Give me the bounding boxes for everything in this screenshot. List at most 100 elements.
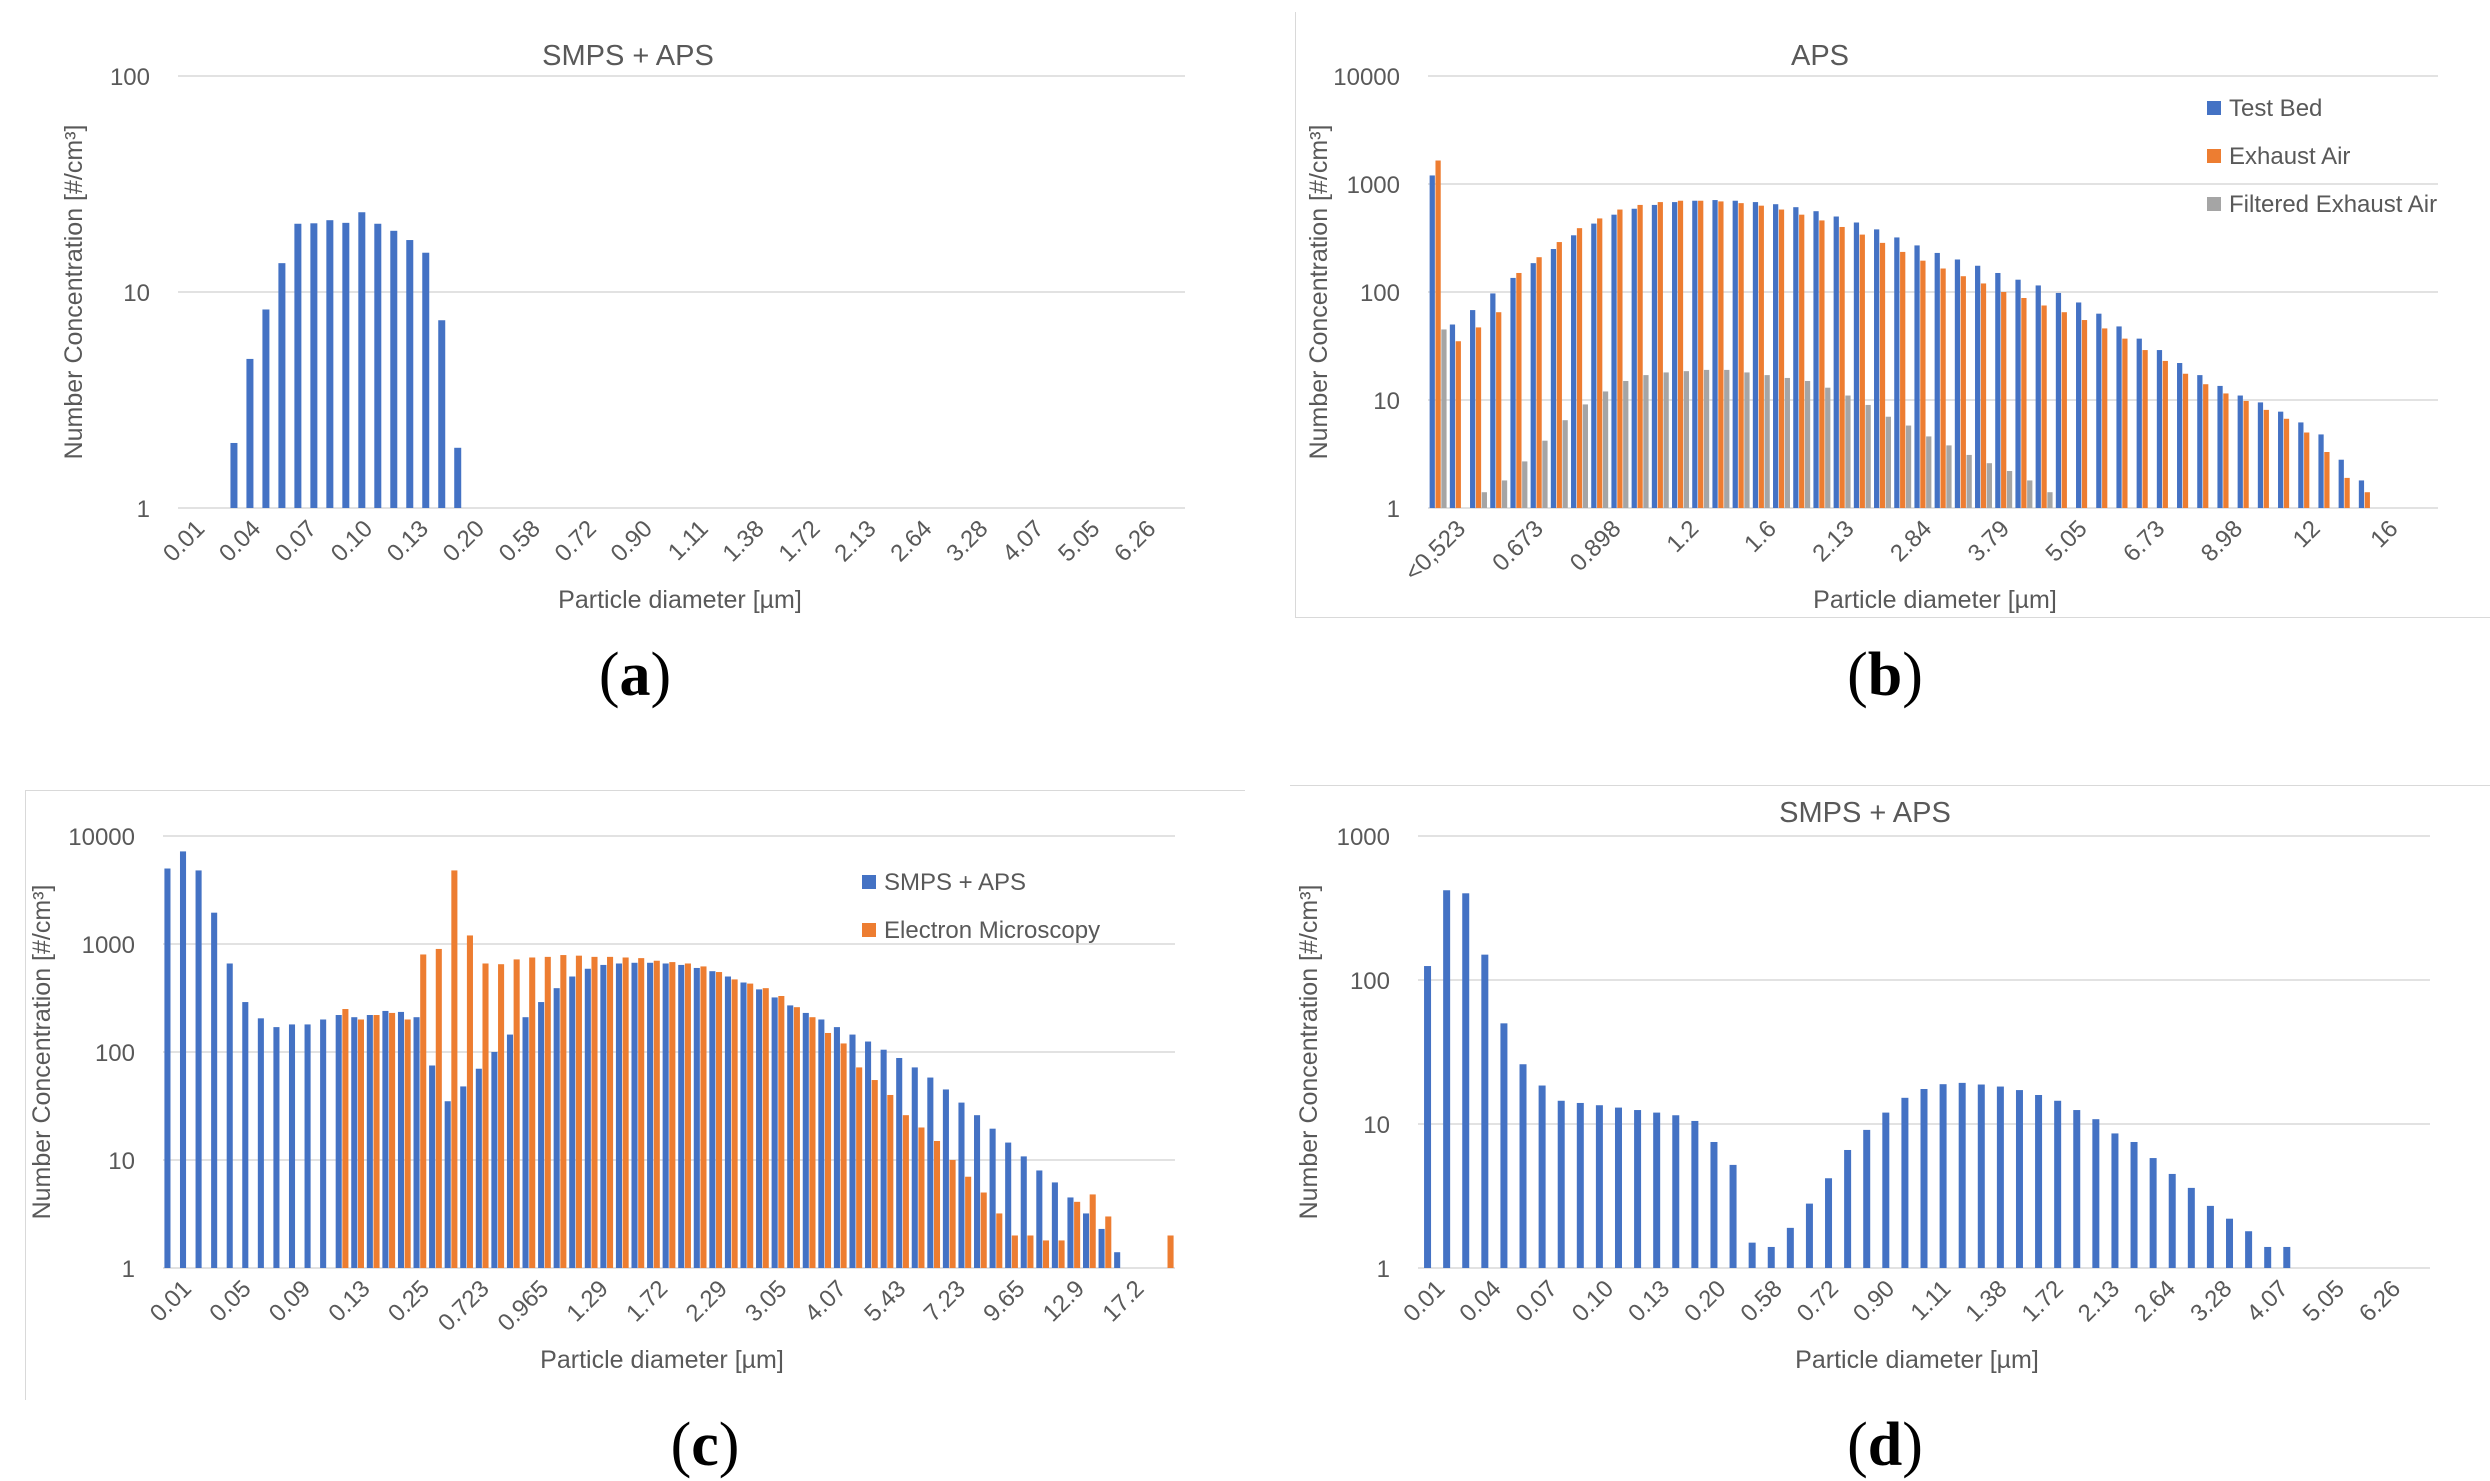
bar bbox=[513, 959, 520, 1268]
bar bbox=[856, 1067, 863, 1268]
bar bbox=[1542, 440, 1548, 508]
y-axis-label: Number Concentration [#/cm³] bbox=[60, 125, 88, 460]
x-tick-label: 2.29 bbox=[681, 1275, 733, 1327]
x-tick-label: 0.07 bbox=[270, 515, 322, 567]
bar bbox=[2237, 395, 2243, 508]
bar bbox=[1894, 237, 1900, 509]
chart-b-svg: 1 10 100 1000 10000 <0,523 0.673 0.898 1.2 1.6 2.1… bbox=[1305, 40, 2438, 614]
bar bbox=[747, 983, 754, 1268]
bar bbox=[2168, 1173, 2176, 1268]
bar bbox=[631, 962, 638, 1268]
x-tick-label: 3.79 bbox=[1963, 515, 2015, 567]
x-tick-label: 0.965 bbox=[493, 1275, 555, 1337]
bar bbox=[2298, 422, 2304, 508]
bar bbox=[2076, 302, 2082, 508]
bar bbox=[2197, 375, 2203, 508]
x-tick-label: 1.38 bbox=[1960, 1275, 2012, 1327]
bar bbox=[1036, 1170, 1043, 1268]
bar bbox=[2015, 279, 2021, 508]
bar bbox=[2344, 477, 2350, 508]
bar bbox=[802, 1012, 809, 1268]
bar bbox=[1732, 200, 1738, 508]
bar bbox=[1920, 1089, 1928, 1268]
bar bbox=[684, 963, 691, 1268]
bar bbox=[1879, 242, 1886, 508]
x-tick-label: 3.28 bbox=[941, 515, 993, 567]
bar bbox=[351, 1017, 358, 1268]
chart-frame-d bbox=[1290, 785, 2490, 1425]
bar bbox=[2162, 360, 2168, 508]
bar bbox=[1653, 1112, 1661, 1268]
bar bbox=[422, 252, 430, 508]
bar bbox=[1591, 223, 1597, 509]
bar bbox=[2364, 492, 2370, 508]
bar bbox=[569, 976, 576, 1268]
bar bbox=[1631, 208, 1637, 508]
bar bbox=[669, 962, 676, 1268]
bar bbox=[1089, 1194, 1096, 1268]
bar bbox=[1863, 1129, 1871, 1268]
bar bbox=[544, 956, 551, 1268]
bar bbox=[2092, 1119, 2100, 1268]
x-tick-label: 7.23 bbox=[919, 1275, 971, 1327]
bar bbox=[1764, 375, 1770, 508]
x-tick-label: 2.64 bbox=[885, 515, 937, 567]
y-tick-label: 1 bbox=[1377, 1256, 1390, 1283]
bar bbox=[1712, 200, 1718, 509]
bar bbox=[2203, 384, 2209, 508]
y-tick-label: 10 bbox=[1363, 1112, 1390, 1139]
bar bbox=[230, 442, 238, 508]
bar bbox=[2047, 492, 2053, 508]
bar bbox=[1729, 1164, 1737, 1268]
bar bbox=[1954, 259, 1961, 508]
x-tick-label: 2.13 bbox=[2073, 1275, 2125, 1327]
bar bbox=[406, 240, 414, 508]
bar bbox=[1882, 1112, 1890, 1268]
x-tick-label: 12 bbox=[2288, 515, 2326, 553]
bar bbox=[1692, 200, 1698, 508]
bar bbox=[1500, 1023, 1508, 1268]
bar bbox=[1865, 404, 1871, 508]
bar bbox=[1623, 380, 1629, 508]
x-tick-label: 2.13 bbox=[829, 515, 881, 567]
bar bbox=[1914, 245, 1920, 508]
chart-panel-a: 1 10 100 0.01 0.04 0.07 0.10 0.13 0.20 0.58 0.72 0.… bbox=[0, 0, 1245, 740]
bar bbox=[1663, 372, 1669, 508]
x-tick-label: 0.01 bbox=[145, 1275, 197, 1327]
bar bbox=[522, 1017, 529, 1268]
bar bbox=[1536, 257, 1542, 508]
bar bbox=[2035, 285, 2041, 508]
x-tick-label: 4.07 bbox=[2242, 1275, 2294, 1327]
x-tick-label: 1.72 bbox=[773, 515, 825, 567]
chart-title: SMPS + APS bbox=[1779, 797, 1951, 829]
bar bbox=[1691, 1120, 1699, 1268]
bar bbox=[1793, 207, 1799, 508]
bar bbox=[357, 1019, 364, 1268]
bar bbox=[246, 358, 254, 508]
bar bbox=[506, 1034, 514, 1268]
bar bbox=[2338, 459, 2344, 508]
bar bbox=[1611, 214, 1617, 509]
bar bbox=[413, 1017, 420, 1268]
bar bbox=[1724, 369, 1730, 508]
x-tick-label: 6.26 bbox=[1109, 515, 1161, 567]
bar bbox=[1098, 1228, 1105, 1268]
bar bbox=[1940, 268, 1946, 508]
x-tick-label: 0.90 bbox=[606, 515, 658, 567]
bar bbox=[700, 966, 707, 1268]
x-tick-label: 3.05 bbox=[740, 1275, 792, 1327]
bar bbox=[2054, 1100, 2062, 1268]
bar bbox=[1571, 235, 1577, 508]
bar bbox=[622, 957, 629, 1268]
bar bbox=[2081, 320, 2088, 508]
bar bbox=[1698, 200, 1704, 508]
bar bbox=[942, 1089, 949, 1268]
y-tick-label: 100 bbox=[1350, 968, 1390, 995]
bar bbox=[538, 1002, 545, 1268]
x-tick-label: 0.58 bbox=[494, 515, 546, 567]
x-tick-label: 9.65 bbox=[978, 1275, 1030, 1327]
bar bbox=[958, 1102, 965, 1268]
bar bbox=[793, 1007, 800, 1268]
bar bbox=[911, 1067, 918, 1268]
bar bbox=[242, 1002, 249, 1268]
